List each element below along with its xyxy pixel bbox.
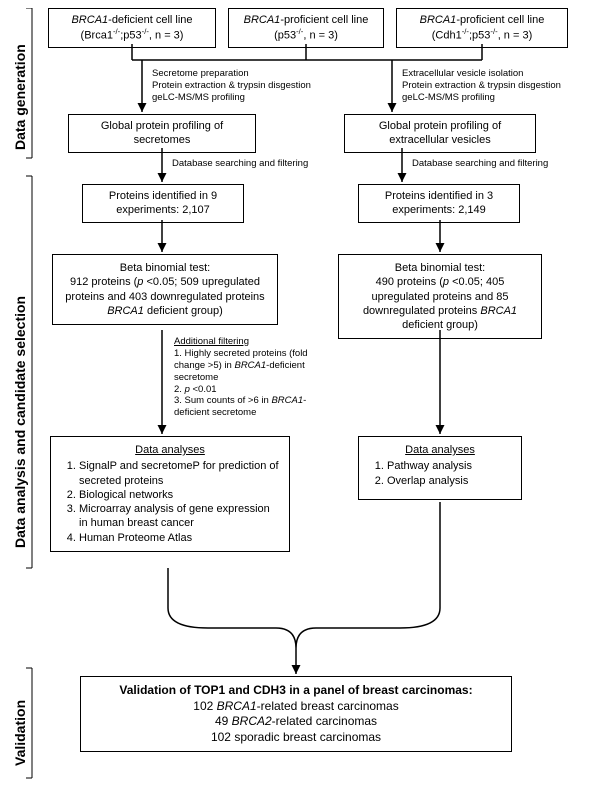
box-cellline-brca1-deficient: BRCA1-deficient cell line (Brca1-/-;p53-… [48, 8, 216, 48]
flowchart-container: Data generation Data analysis and candid… [8, 8, 592, 782]
sidetext-additional-filter: Additional filtering 1. Highly secreted … [174, 336, 324, 419]
sidetext-ev-prep: Extracellular vesicle isolation Protein … [402, 68, 582, 104]
section-label-data-generation: Data generation [12, 44, 28, 150]
box-validation: Validation of TOP1 and CDH3 in a panel o… [80, 676, 512, 752]
section-label-data-analysis: Data analysis and candidate selection [12, 296, 28, 548]
section-label-validation: Validation [12, 700, 28, 766]
box-beta-ev: Beta binomial test: 490 proteins (p <0.0… [338, 254, 542, 339]
box-identified-ev: Proteins identified in 3 experiments: 2,… [358, 184, 520, 223]
box-analyses-secretome: Data analyses SignalP and secretomeP for… [50, 436, 290, 552]
sidetext-dbfilter-right: Database searching and filtering [412, 158, 548, 170]
box-profiling-secretome: Global protein profiling of secretomes [68, 114, 256, 153]
sidetext-dbfilter-left: Database searching and filtering [172, 158, 308, 170]
box-analyses-ev: Data analyses Pathway analysis Overlap a… [358, 436, 522, 500]
box-profiling-ev: Global protein profiling of extracellula… [344, 114, 536, 153]
box-cellline-brca1-proficient-p53: BRCA1-proficient cell line (p53-/-, n = … [228, 8, 384, 48]
sidetext-secretome-prep: Secretome preparation Protein extraction… [152, 68, 332, 104]
box-identified-secretome: Proteins identified in 9 experiments: 2,… [82, 184, 244, 223]
box-beta-secretome: Beta binomial test: 912 proteins (p <0.0… [52, 254, 278, 325]
box-cellline-brca1-proficient-cdh1: BRCA1-proficient cell line (Cdh1-/-;p53-… [396, 8, 568, 48]
